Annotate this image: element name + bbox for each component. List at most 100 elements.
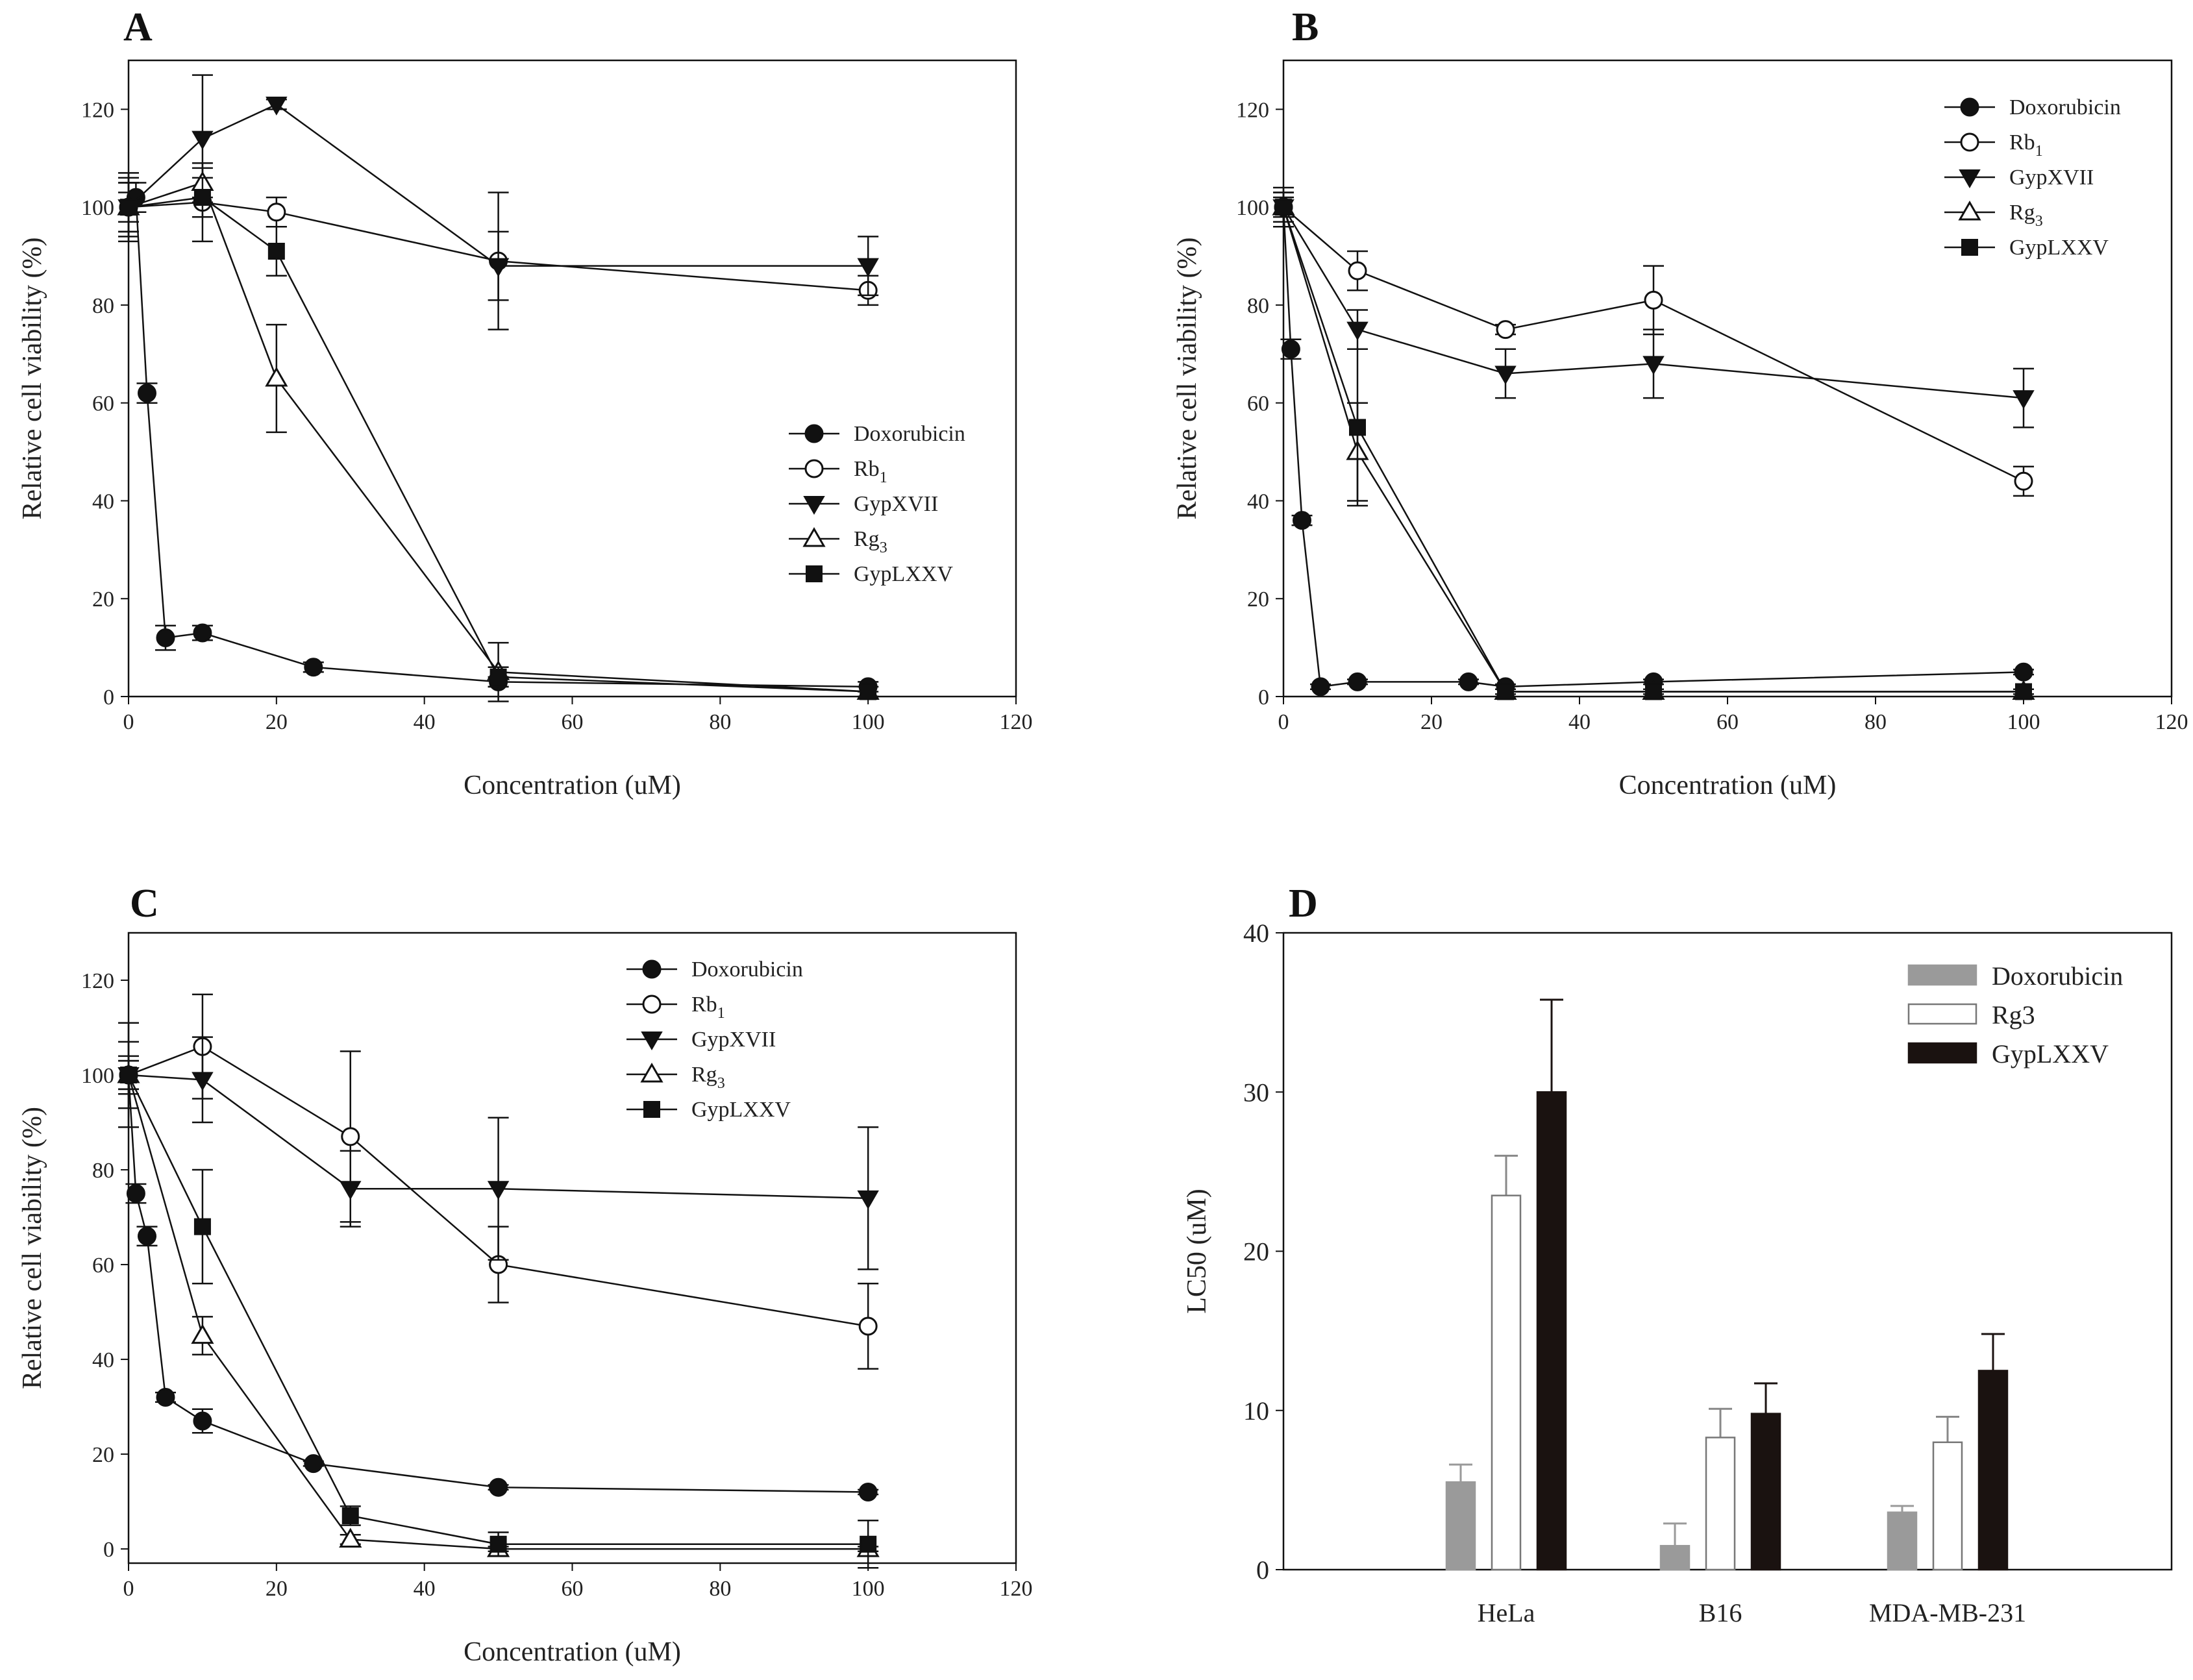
panel-c-point-rb1 (341, 1127, 360, 1146)
panel-d-legend-swatch-rg3 (1907, 1003, 1977, 1025)
panel-d-legend-swatch-gyplxxv (1907, 1042, 1977, 1064)
panel-b-point-gypxvii (1642, 356, 1665, 375)
panel-c-legend-label-doxorubicin: Doxorubicin (691, 957, 803, 982)
panel-c-xtick-label: 20 (266, 1577, 288, 1601)
panel-d-bar-doxorubicin (1659, 1544, 1691, 1571)
panel-b-legend-subscript-rg3: 3 (2035, 213, 2043, 230)
panel-label-a: A (123, 5, 153, 49)
panel-b-ytick-label: 80 (1247, 294, 1269, 318)
panel-a-xtick-label: 0 (123, 710, 134, 734)
panel-b-point-gypxvii (2013, 390, 2035, 410)
panel-b-ytick-label: 40 (1247, 489, 1269, 513)
panel-b-xtick-label: 20 (1420, 710, 1443, 734)
panel-a-legend-marker-gyplxxv (806, 565, 823, 582)
panel-a-ytick-label: 100 (81, 196, 114, 220)
panel-c-legend-marker-doxorubicin (642, 959, 662, 979)
panel-b-point-gyplxxv (1645, 683, 1662, 700)
panel-b-xtick-label: 120 (2155, 710, 2188, 734)
panel-a-point-rb1 (267, 203, 286, 222)
panel-b-point-rb1 (1496, 320, 1515, 340)
panel-b-xtick-label: 100 (2007, 710, 2040, 734)
panel-d-ytick-label: 0 (1256, 1555, 1269, 1585)
panel-b-point-gyplxxv (2015, 683, 2032, 700)
panel-c-ytick-label: 60 (92, 1254, 114, 1278)
panel-a-point-gyplxxv (489, 668, 507, 686)
panel-d-bar-rg3 (1491, 1194, 1522, 1571)
panel-a-ytick-label: 60 (92, 392, 114, 416)
panel-a-xtick-label: 120 (1000, 710, 1033, 734)
panel-b-point-doxorubicin (1293, 511, 1311, 530)
panel-c-point-doxorubicin (126, 1184, 145, 1204)
panel-b-legend-label-rg3: Rg3 (2009, 201, 2043, 230)
panel-c-point-gypxvii (340, 1181, 362, 1200)
panel-c-point-gyplxxv (489, 1535, 507, 1553)
panel-c-point-gypxvii (857, 1190, 879, 1209)
panel-c-yaxis-title: Relative cell viability (%) (18, 1107, 47, 1389)
panel-b-ytick-label: 60 (1247, 392, 1269, 416)
panel-d-ytick-label: 40 (1243, 919, 1269, 948)
panel-a-xtick-label: 40 (414, 710, 436, 734)
panel-b-legend-label-gyplxxv: GypLXXV (2009, 236, 2109, 260)
panel-b-point-doxorubicin (1281, 340, 1300, 359)
panel-c-point-gyplxxv (860, 1535, 877, 1553)
panel-c-xtick-label: 120 (1000, 1577, 1033, 1601)
panel-c-legend-label-gypxvii: GypXVII (691, 1028, 776, 1052)
panel-b-point-gyplxxv (1497, 683, 1514, 700)
panel-b-point-rb1 (1348, 261, 1367, 280)
panel-c-point-gyplxxv (193, 1218, 211, 1235)
panel-c-point-gyplxxv (341, 1507, 359, 1524)
panel-a-xtick-label: 80 (709, 710, 731, 734)
panel-c-ytick-label: 100 (81, 1064, 114, 1088)
panel-b-point-doxorubicin (1459, 672, 1478, 691)
panel-d-category-label: B16 (1699, 1598, 1742, 1627)
panel-c-point-doxorubicin (156, 1387, 175, 1407)
panel-d-bar-gyplxxv (1977, 1370, 2009, 1571)
panel-c-point-gypxvii (192, 1072, 214, 1091)
panel-b-ytick-label: 0 (1258, 686, 1269, 710)
panel-b-xtick-label: 0 (1278, 710, 1289, 734)
panel-c-xaxis-title: Concentration (uM) (464, 1637, 681, 1667)
panel-a-legend-label-doxorubicin: Doxorubicin (854, 422, 965, 446)
panel-d-ytick-label: 10 (1243, 1396, 1269, 1426)
panel-b-legend-subscript-rb1: 1 (2035, 143, 2043, 160)
panel-c-legend-subscript-rb1: 1 (717, 1005, 725, 1022)
panel-c-legend-label-rb1: Rb1 (691, 993, 725, 1022)
panel-d-bar-doxorubicin (1887, 1511, 1918, 1571)
panel-c-legend-marker-gyplxxv (643, 1101, 660, 1118)
panel-d-bar-gyplxxv (1750, 1413, 1781, 1571)
panel-c-point-doxorubicin (304, 1454, 323, 1474)
panel-b-point-rb1 (1644, 290, 1663, 310)
panel-a-legend-label-rb1: Rb1 (854, 457, 887, 486)
panel-d-bar-rg3 (1932, 1441, 1963, 1571)
panel-b-point-gyplxxv (1275, 199, 1292, 216)
panel-b-legend-marker-rg3 (1958, 200, 1981, 221)
panel-b-xtick-label: 40 (1568, 710, 1591, 734)
panel-d-legend-label-doxorubicin: Doxorubicin (1992, 961, 2123, 991)
panel-b-legend-marker-gyplxxv (1961, 239, 1978, 256)
panel-d-legend-label-gyplxxv: GypLXXV (1992, 1039, 2109, 1069)
panel-a-legend-marker-gypxvii (803, 496, 825, 515)
panel-c-point-doxorubicin (137, 1226, 156, 1246)
panel-a-point-gyplxxv (860, 683, 877, 700)
panel-c-xtick-label: 40 (414, 1577, 436, 1601)
panel-a-point-gypxvii (266, 96, 288, 116)
panel-b-ytick-label: 120 (1236, 98, 1269, 122)
panel-b-xtick-label: 60 (1716, 710, 1739, 734)
panel-a-point-gyplxxv (267, 243, 285, 260)
panel-d-ytick-label: 30 (1243, 1078, 1269, 1107)
panel-b-yaxis-title: Relative cell viability (%) (1172, 237, 1202, 519)
panel-a-legend-label-rg3: Rg3 (854, 527, 887, 556)
panel-c-axes-frame (127, 932, 1017, 1564)
panel-c-ytick-label: 40 (92, 1348, 114, 1372)
panel-a-yaxis-title: Relative cell viability (%) (18, 237, 47, 519)
panel-c-xtick-label: 100 (852, 1577, 885, 1601)
panel-c-point-doxorubicin (489, 1477, 508, 1497)
panel-b-legend-marker-rb1 (1960, 132, 1979, 152)
panel-b-point-doxorubicin (1348, 672, 1367, 691)
panel-b-legend-marker-doxorubicin (1960, 97, 1979, 117)
panel-c-legend-label-rg3: Rg3 (691, 1063, 725, 1092)
panel-c-legend-subscript-rg3: 3 (717, 1075, 725, 1092)
panel-a-point-gypxvii (857, 258, 879, 277)
panel-b-point-gypxvii (1346, 321, 1369, 341)
